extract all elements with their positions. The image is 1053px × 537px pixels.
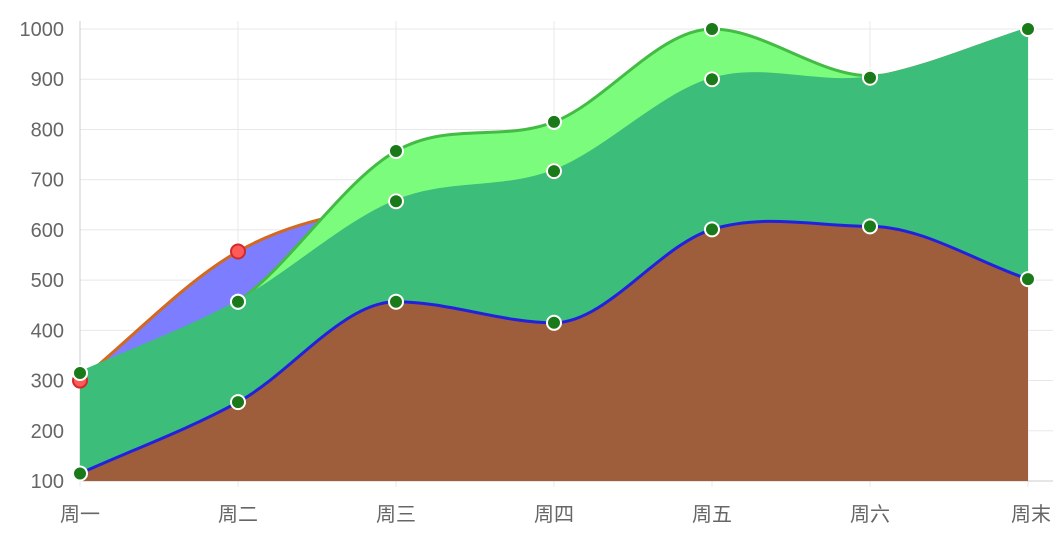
series-4-point <box>1020 271 1036 288</box>
y-tick-label: 900 <box>31 69 64 91</box>
series-3-point <box>862 69 878 86</box>
series-4-point <box>546 314 562 331</box>
series-3-point <box>388 193 404 210</box>
y-tick-label: 1000 <box>20 19 65 41</box>
x-tick-label: 周三 <box>376 502 416 526</box>
y-axis: 100 200 300 400 500 600 700 800 900 1000 <box>20 19 65 493</box>
series-4-point <box>72 465 88 482</box>
y-tick-label: 600 <box>31 220 64 242</box>
series-2-point <box>704 21 720 37</box>
series-3-point <box>230 293 246 310</box>
y-tick-label: 800 <box>31 119 64 141</box>
x-tick-label: 周末 <box>1011 502 1051 526</box>
series-4-point <box>230 394 246 411</box>
x-tick-label: 周四 <box>534 502 574 526</box>
series-2-point <box>546 113 562 130</box>
x-tick-label: 周一 <box>60 502 100 526</box>
series-4-point <box>704 221 720 238</box>
series-4-point <box>862 218 878 235</box>
series-points <box>72 21 1036 482</box>
y-tick-label: 500 <box>31 270 64 292</box>
series-3-point <box>72 365 88 382</box>
series-2-point <box>388 143 404 160</box>
y-tick-label: 100 <box>31 471 64 493</box>
y-tick-label: 200 <box>31 421 64 443</box>
series-4-area <box>80 221 1028 482</box>
y-tick-label: 700 <box>31 170 64 192</box>
x-tick-label: 周五 <box>692 502 732 526</box>
x-tick-label: 周六 <box>850 502 890 526</box>
series-3-point <box>546 163 562 180</box>
series-1-point <box>230 243 246 260</box>
y-tick-label: 400 <box>31 320 64 342</box>
y-tick-label: 300 <box>31 371 64 393</box>
series-3-point <box>1020 21 1036 37</box>
x-axis: 周一 周二 周三 周四 周五 周六 周末 <box>60 502 1051 526</box>
x-tick-label: 周二 <box>218 502 258 526</box>
series-4-point <box>388 293 404 310</box>
series-3-point <box>704 71 720 88</box>
